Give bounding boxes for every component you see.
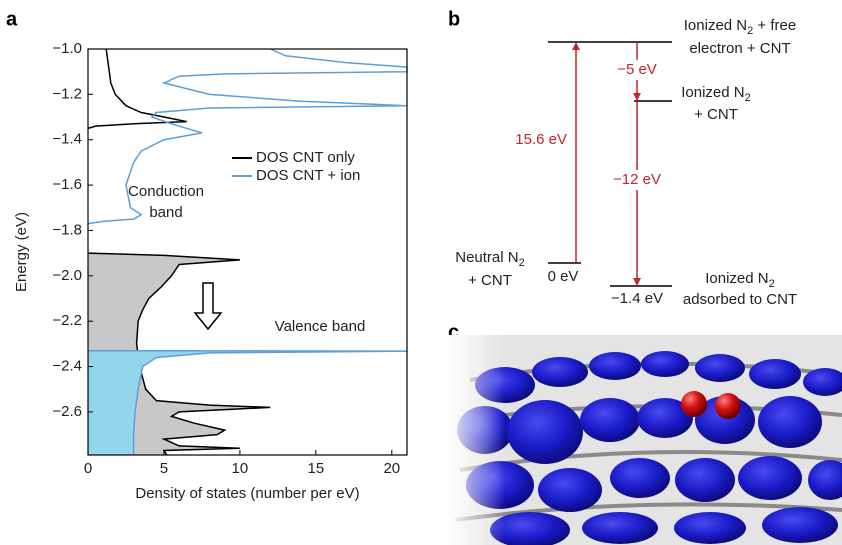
level-label: electron + CNT bbox=[689, 40, 790, 57]
dos-chart: −1.0 −1.2 −1.4 −1.6 −1.8 −2.0 −2.2 −2.4 −2.6 0 5 10… bbox=[13, 40, 408, 502]
y-tick-label: −1.6 bbox=[52, 176, 82, 193]
label-subscript: 2 bbox=[745, 92, 751, 104]
y-tick-label: −1.2 bbox=[52, 85, 82, 102]
label-subscript: 2 bbox=[747, 25, 753, 37]
panel-letter: a bbox=[6, 8, 18, 30]
label-subscript: 2 bbox=[769, 278, 775, 290]
y-tick-label: −2.6 bbox=[52, 403, 82, 420]
legend-label: DOS CNT only bbox=[256, 149, 355, 166]
label-text: electron + CNT bbox=[689, 40, 790, 57]
x-tick-label: 20 bbox=[383, 460, 400, 477]
y-tick-label: −2.4 bbox=[52, 358, 82, 375]
level-label: Ionized N2 bbox=[705, 270, 775, 290]
x-tick-label: 10 bbox=[232, 460, 249, 477]
x-tick-label: 15 bbox=[308, 460, 325, 477]
y-tick-label: −1.4 bbox=[52, 131, 82, 148]
level-label: + CNT bbox=[468, 272, 512, 289]
label-background bbox=[610, 170, 664, 190]
label-subscript: 2 bbox=[519, 257, 525, 269]
level-energy: −1.4 eV bbox=[611, 290, 663, 307]
x-tick-label: 0 bbox=[84, 460, 92, 477]
label-text: + CNT bbox=[468, 272, 512, 289]
level-energy: 0 eV bbox=[548, 268, 579, 285]
panel-letter: b bbox=[448, 8, 460, 30]
dos-line bbox=[87, 48, 187, 130]
annotation: band bbox=[149, 204, 182, 221]
y-tick-label: −1.8 bbox=[52, 221, 82, 238]
down-arrow bbox=[193, 282, 223, 331]
plot-frame bbox=[87, 48, 408, 456]
label-text: Ionized N bbox=[681, 84, 744, 101]
y-tick-label: −1.0 bbox=[52, 40, 82, 57]
label-text: Ionized N bbox=[705, 270, 768, 287]
level-label: Neutral N2 bbox=[455, 249, 524, 269]
annotation: Conduction bbox=[128, 183, 204, 200]
dos-line bbox=[87, 349, 408, 455]
x-tick-label: 5 bbox=[160, 460, 168, 477]
level-label: adsorbed to CNT bbox=[683, 291, 797, 308]
label-text: Ionized N bbox=[684, 17, 747, 34]
render-fade bbox=[445, 335, 842, 545]
y-axis-label: Energy (eV) bbox=[13, 212, 30, 292]
dos-line bbox=[87, 252, 271, 456]
y-tick-label: −2.0 bbox=[52, 267, 82, 284]
y-tick-label: −2.2 bbox=[52, 312, 82, 329]
panel-letter: c bbox=[448, 321, 459, 343]
label-text: Neutral N bbox=[455, 249, 518, 266]
level-label: Ionized N2 + free bbox=[684, 17, 796, 37]
label-background bbox=[610, 60, 664, 80]
area-fill bbox=[88, 350, 407, 455]
annotation: Valence band bbox=[275, 318, 366, 335]
level-label: Ionized N2 bbox=[681, 84, 751, 104]
label-text: + free bbox=[753, 17, 796, 34]
transition-label: −12 eV bbox=[613, 171, 661, 188]
label-text: + CNT bbox=[694, 106, 738, 123]
transition-label: 15.6 eV bbox=[515, 131, 567, 148]
label-text: adsorbed to CNT bbox=[683, 291, 797, 308]
level-label: + CNT bbox=[694, 106, 738, 123]
transition-label: −5 eV bbox=[617, 61, 657, 78]
orbital-render bbox=[445, 335, 842, 545]
legend-label: DOS CNT + ion bbox=[256, 167, 360, 184]
x-axis-label: Density of states (number per eV) bbox=[135, 485, 359, 502]
